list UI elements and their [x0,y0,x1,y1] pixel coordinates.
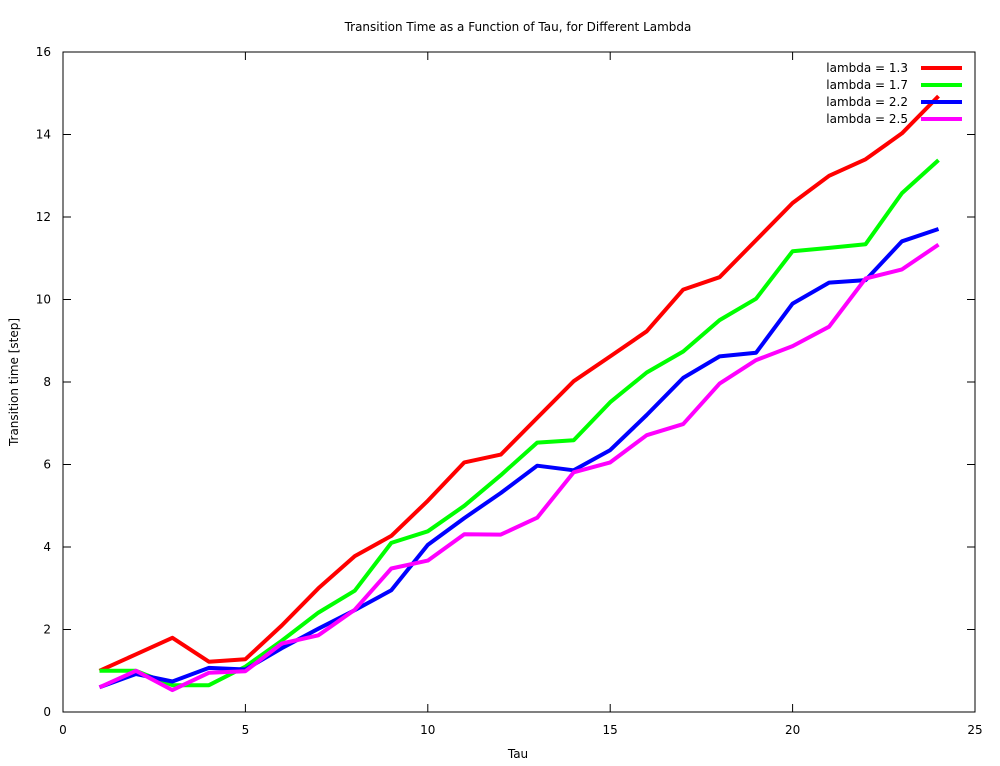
series-lines [98,94,940,693]
axis-ticks: 0 5 10 15 20 25 0 2 4 6 8 10 12 14 16 [36,45,983,737]
series-line-2 [98,227,940,690]
x-tick-label-2: 10 [420,723,435,737]
series-line-3 [98,242,940,693]
y-axis-label: Transition time [step] [7,318,21,447]
x-tick-label-5: 25 [967,723,982,737]
x-tick-label-3: 15 [603,723,618,737]
x-axis-label: Tau [507,747,528,761]
x-tick-label-1: 5 [242,723,250,737]
y-tick-label-7: 14 [36,128,51,142]
legend: lambda = 1.3 lambda = 1.7 lambda = 2.2 lamb… [826,61,962,126]
legend-label-2: lambda = 2.2 [826,95,908,109]
plot-frame [62,51,976,713]
y-tick-label-6: 12 [36,210,51,224]
legend-label-3: lambda = 2.5 [826,112,908,126]
y-tick-label-3: 6 [43,458,51,472]
series-line-0 [98,94,940,673]
legend-label-1: lambda = 1.7 [826,78,908,92]
y-tick-label-4: 8 [43,375,51,389]
y-tick-label-1: 2 [43,623,51,637]
x-tick-label-4: 20 [785,723,800,737]
x-tick-label-0: 0 [59,723,67,737]
legend-label-0: lambda = 1.3 [826,61,908,75]
series-line-1 [99,158,940,688]
y-tick-label-0: 0 [43,705,51,719]
y-tick-label-2: 4 [43,540,51,554]
y-tick-label-8: 16 [36,45,51,59]
chart-title: Transition Time as a Function of Tau, fo… [344,20,692,34]
y-tick-label-5: 10 [36,293,51,307]
